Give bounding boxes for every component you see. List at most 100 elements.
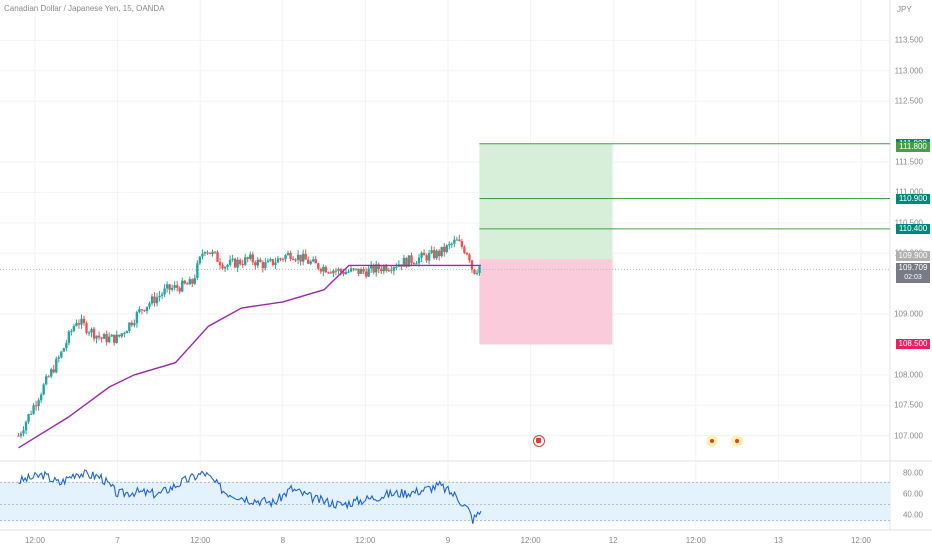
candle-body (319, 268, 322, 272)
candle-body (385, 265, 388, 271)
candle-body (301, 253, 305, 262)
candle-body (317, 263, 320, 269)
candle-body (296, 254, 300, 260)
candle-body (422, 252, 426, 256)
time-tick-label: 12:00 (520, 536, 541, 545)
price-tick-label: 110.500 (894, 218, 923, 228)
candle-body (107, 336, 111, 343)
candle-body (329, 272, 333, 274)
candle-body (70, 331, 73, 333)
candle-body (87, 332, 91, 334)
candle-body (203, 252, 207, 254)
candle-body (19, 433, 23, 436)
price-tag-value: 109.900 (898, 251, 928, 261)
candle-body (72, 325, 76, 332)
candle-body (309, 261, 312, 264)
candle-body (402, 257, 406, 267)
loss-zone (479, 259, 613, 345)
candle-body (286, 252, 290, 256)
price-tag-value: 110.400 (898, 223, 928, 233)
candle-body (133, 323, 136, 326)
candle-body (463, 246, 466, 253)
candle-body (241, 264, 244, 266)
time-tick-label: 12 (608, 536, 618, 545)
candle-body (165, 284, 169, 289)
candle-body (274, 262, 277, 265)
time-tick-label: 12:00 (190, 536, 211, 545)
candle-body (372, 264, 375, 273)
price-tick-label: 111.000 (895, 187, 923, 197)
candle-body (337, 269, 340, 271)
candle-body (97, 335, 101, 338)
candle-body (226, 264, 229, 268)
candle-body (347, 271, 350, 273)
candle-body (221, 265, 224, 269)
time-tick-label: 8 (280, 536, 286, 545)
candle-body (455, 239, 459, 241)
candle-body (430, 250, 433, 254)
candle-body (85, 323, 88, 333)
time-tick-label: 12:00 (24, 536, 46, 545)
candle-body (276, 258, 280, 263)
price-tag-value: 111.800 (899, 141, 927, 151)
price-tag-value: 108.500 (898, 339, 928, 349)
candle-body (75, 323, 78, 326)
candle-body (440, 246, 443, 257)
candle-body (115, 334, 118, 343)
candle-body (339, 269, 343, 272)
time-tick-label: 13 (773, 536, 783, 545)
price-tag: 110.900 (896, 193, 930, 204)
dot-event-icon[interactable] (731, 435, 744, 447)
candle-body (354, 268, 358, 270)
candle-body (249, 254, 252, 259)
oscillator-tick-label: 40.00 (902, 510, 923, 520)
price-tick-label: 109.000 (894, 309, 923, 319)
candle-body (450, 243, 453, 245)
candle-body (140, 309, 144, 311)
candle-body (218, 261, 222, 266)
candle-body (443, 246, 446, 252)
candle-body (77, 323, 81, 325)
candle-body (264, 262, 267, 269)
dot-event-icon[interactable] (706, 435, 719, 447)
price-tick-label: 108.000 (894, 370, 923, 380)
price-tag-value: 109.709 (898, 263, 928, 273)
candle-body (251, 254, 254, 263)
candle-body (412, 263, 416, 265)
time-tick-label: 7 (115, 536, 120, 545)
candle-body (47, 376, 50, 378)
price-tag: 109.900 (896, 251, 930, 262)
candle-body (158, 295, 161, 298)
oscillator-band (0, 482, 890, 521)
time-tick-label: 12:00 (850, 536, 872, 545)
candle-body (473, 269, 476, 274)
candle-body (324, 266, 328, 273)
candle-body (208, 252, 212, 254)
candle-body (198, 256, 202, 264)
candle-body (95, 335, 98, 339)
oscillator-tick-label: 60.00 (902, 489, 923, 499)
oscillator-line (18, 469, 482, 524)
price-tag: 110.400 (896, 223, 930, 234)
candle-body (65, 343, 68, 349)
candle-body (50, 369, 53, 377)
candle-body (170, 287, 174, 290)
candle-body (377, 264, 380, 270)
flag-event-icon[interactable] (532, 435, 545, 447)
candle-body (405, 257, 408, 267)
candle-body (130, 322, 134, 326)
candle-body (125, 331, 129, 334)
candle-body (44, 376, 48, 385)
candle-body (382, 265, 385, 272)
candle-body (233, 258, 237, 268)
candle-body (110, 334, 113, 337)
candle-body (289, 252, 292, 259)
candle-body (380, 269, 383, 272)
candle-body (448, 243, 451, 246)
candle-body (37, 400, 40, 406)
chart-title: Canadian Dollar / Japanese Yen, 15, OAND… (4, 4, 165, 13)
candle-body (304, 253, 307, 260)
price-tick-label: 113.000 (894, 66, 923, 76)
